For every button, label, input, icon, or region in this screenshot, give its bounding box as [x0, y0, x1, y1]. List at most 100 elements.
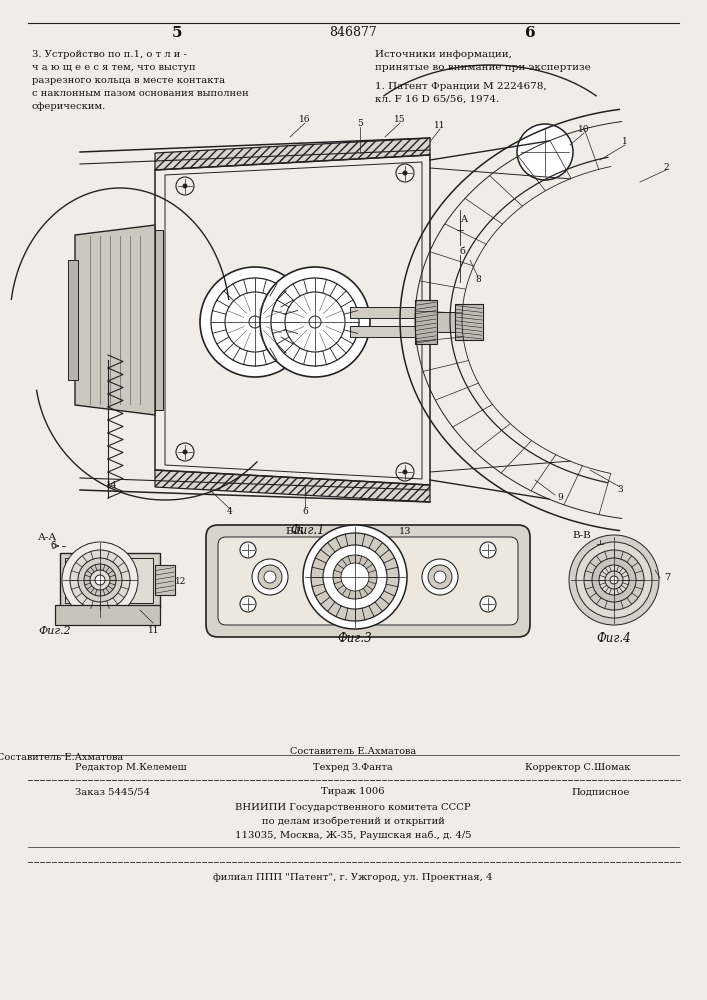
Text: 16: 16 [299, 115, 311, 124]
Text: 12: 12 [175, 578, 187, 586]
Bar [60, 553, 160, 608]
Circle shape [78, 558, 122, 602]
Circle shape [84, 564, 116, 596]
Circle shape [252, 559, 288, 595]
Circle shape [480, 596, 496, 612]
Text: 5: 5 [172, 26, 182, 40]
Text: Фиг.2: Фиг.2 [38, 626, 71, 636]
Bar [65, 558, 153, 603]
Text: 10: 10 [578, 125, 590, 134]
Text: 11: 11 [148, 626, 160, 635]
Text: 6: 6 [525, 26, 535, 40]
Circle shape [605, 571, 623, 589]
Polygon shape [155, 470, 430, 502]
Bar [350, 307, 420, 318]
Circle shape [434, 571, 446, 583]
Text: сферическим.: сферическим. [32, 102, 106, 111]
Text: А-А: А-А [38, 532, 57, 542]
Text: разрезного кольца в месте контакта: разрезного кольца в месте контакта [32, 76, 225, 85]
Circle shape [402, 470, 407, 475]
Text: Фиг.3: Фиг.3 [338, 632, 373, 645]
Circle shape [422, 559, 458, 595]
Bar [350, 326, 420, 337]
Circle shape [264, 571, 276, 583]
Bar [68, 260, 78, 380]
Circle shape [95, 575, 105, 585]
Circle shape [303, 525, 407, 629]
Text: A: A [460, 216, 467, 225]
Circle shape [428, 565, 452, 589]
Polygon shape [75, 225, 155, 415]
Circle shape [323, 545, 387, 609]
Text: кл. F 16 D 65/56, 1974.: кл. F 16 D 65/56, 1974. [375, 95, 499, 104]
Bar [155, 565, 175, 595]
Text: 3. Устройство по п.1, о т л и -: 3. Устройство по п.1, о т л и - [32, 50, 187, 59]
FancyBboxPatch shape [218, 537, 518, 625]
Text: 14: 14 [106, 482, 118, 490]
Circle shape [592, 558, 636, 602]
Circle shape [258, 565, 282, 589]
Circle shape [309, 316, 321, 328]
Text: 6: 6 [302, 506, 308, 516]
Text: 4: 4 [227, 508, 233, 516]
Circle shape [200, 267, 310, 377]
Text: 9: 9 [557, 493, 563, 502]
Text: Редактор М.Келемеш: Редактор М.Келемеш [75, 762, 187, 772]
Text: Составитель Е.Ахматова: Составитель Е.Ахматова [290, 748, 416, 756]
Text: 13: 13 [399, 528, 411, 536]
Circle shape [610, 576, 618, 584]
Circle shape [90, 570, 110, 590]
Text: 846877: 846877 [329, 26, 377, 39]
Text: В-В: В-В [572, 532, 591, 540]
Circle shape [569, 535, 659, 625]
Text: по делам изобретений и открытий: по делам изобретений и открытий [262, 816, 445, 826]
Circle shape [341, 563, 369, 591]
Circle shape [480, 542, 496, 558]
Bar [55, 605, 160, 625]
FancyBboxPatch shape [206, 525, 530, 637]
Text: 8: 8 [475, 275, 481, 284]
Text: 3: 3 [617, 486, 623, 494]
Text: Подписное: Подписное [572, 788, 630, 796]
Circle shape [576, 542, 652, 618]
Text: с наклонным пазом основания выполнен: с наклонным пазом основания выполнен [32, 89, 249, 98]
Circle shape [182, 184, 187, 188]
Circle shape [240, 542, 256, 558]
Circle shape [240, 596, 256, 612]
Text: 1: 1 [622, 137, 628, 146]
Circle shape [62, 542, 138, 618]
Text: 5: 5 [357, 119, 363, 128]
Text: Б-Б: Б-Б [286, 528, 305, 536]
Circle shape [599, 565, 629, 595]
Bar [155, 230, 163, 410]
Text: 2: 2 [663, 163, 669, 172]
Text: 1. Патент Франции М 2224678,: 1. Патент Франции М 2224678, [375, 82, 547, 91]
Circle shape [517, 124, 573, 180]
Text: Тираж 1006: Тираж 1006 [321, 788, 385, 796]
Text: ВНИИПИ Государственного комитета СССР: ВНИИПИ Государственного комитета СССР [235, 802, 471, 812]
Text: 7: 7 [664, 574, 670, 582]
Text: б: б [50, 540, 56, 550]
Text: б: б [459, 247, 465, 256]
Text: Заказ 5445/54: Заказ 5445/54 [75, 788, 150, 796]
Circle shape [311, 533, 399, 621]
Circle shape [584, 550, 644, 610]
Circle shape [70, 550, 130, 610]
Text: Источники информации,: Источники информации, [375, 50, 512, 59]
Circle shape [260, 267, 370, 377]
Circle shape [333, 555, 377, 599]
Text: Фиг.4: Фиг.4 [597, 632, 631, 645]
Circle shape [402, 170, 407, 176]
Bar [437, 312, 455, 332]
Circle shape [249, 316, 261, 328]
Text: 11: 11 [434, 121, 445, 130]
Text: принятые во внимание при экспертизе: принятые во внимание при экспертизе [375, 63, 591, 72]
Circle shape [182, 450, 187, 454]
Text: Составитель Е.Ахматова: Составитель Е.Ахматова [0, 752, 123, 762]
Text: филиал ППП "Патент", г. Ужгород, ул. Проектная, 4: филиал ППП "Патент", г. Ужгород, ул. Про… [214, 872, 493, 882]
Text: ч а ю щ е е с я тем, что выступ: ч а ю щ е е с я тем, что выступ [32, 63, 196, 72]
Text: Техред З.Фанта: Техред З.Фанта [313, 762, 393, 772]
Bar [455, 304, 483, 340]
Text: Фиг.1: Фиг.1 [291, 524, 325, 537]
Text: Корректор С.Шомак: Корректор С.Шомак [525, 762, 630, 772]
